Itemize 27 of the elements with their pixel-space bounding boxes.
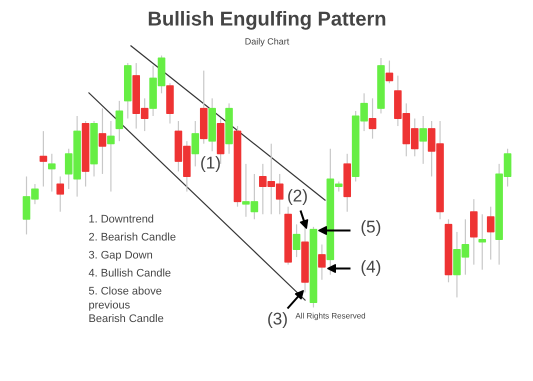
candlestick [386,60,394,84]
chart-title: Bullish Engulfing Pattern [148,8,386,30]
candlestick [98,108,106,175]
candlestick [40,130,48,188]
candlestick [56,176,64,212]
candlestick [192,120,200,167]
candlestick [486,206,494,260]
candlestick [116,100,124,142]
text: (3) [267,310,288,328]
annotation: 5. Close above previous Bearish Candle [88,286,164,326]
annotation: (5) [360,218,382,236]
annotation: 1. Downtrend [88,214,154,226]
annotation: (2) [287,186,308,206]
candlestick [318,244,326,280]
candlestick [478,214,486,270]
annotation: (1) [200,154,221,172]
candlestick [48,153,56,192]
annotation: 3. Gap Down [88,250,153,262]
annotation: (4) [360,258,382,276]
candlestick [368,98,376,140]
candlestick [419,115,427,164]
annotation: 2. Bearish Candle [88,232,176,244]
text: All Rights Reserved [295,312,366,320]
candlestick [107,120,115,192]
annotation: 4. Bullish Candle [88,268,172,280]
chart-subtitle: Daily Chart [244,36,290,46]
candlestick [292,224,300,258]
